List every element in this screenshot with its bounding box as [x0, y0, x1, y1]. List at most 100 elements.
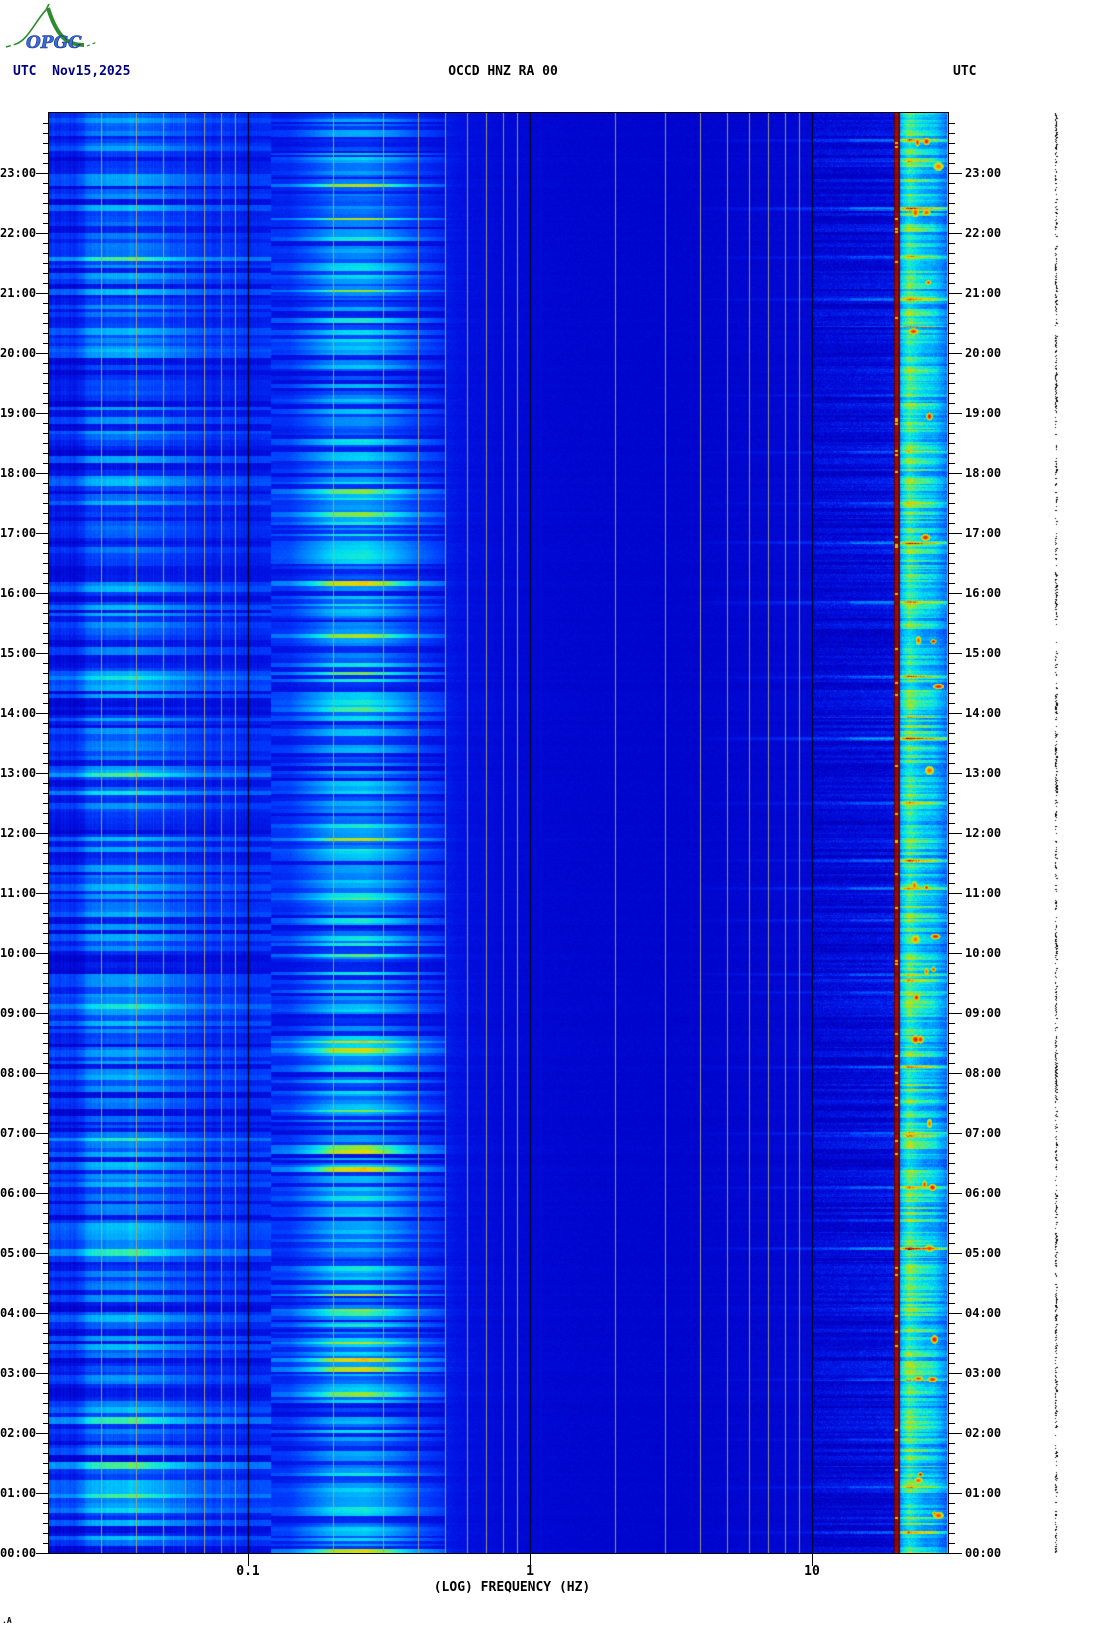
- minor-tick-left: [43, 963, 49, 964]
- minor-tick-right: [949, 1383, 955, 1384]
- minor-tick-right: [949, 1363, 955, 1364]
- time-label-left: 03:00: [0, 1366, 37, 1380]
- minor-tick-right: [949, 1263, 955, 1264]
- minor-tick-right: [949, 763, 955, 764]
- major-tick-left: [36, 1013, 49, 1014]
- minor-tick-left: [43, 1173, 49, 1174]
- major-tick-right: [949, 1553, 962, 1554]
- minor-tick-right: [949, 183, 955, 184]
- minor-tick-right: [949, 693, 955, 694]
- time-label-right: 01:00: [965, 1486, 1002, 1500]
- minor-tick-left: [43, 153, 49, 154]
- major-tick-left: [36, 773, 49, 774]
- time-label-right: 13:00: [965, 766, 1002, 780]
- minor-tick-right: [949, 1343, 955, 1344]
- major-tick-left: [36, 473, 49, 474]
- major-tick-right: [949, 293, 962, 294]
- x-tick-label: 10: [804, 1564, 820, 1579]
- minor-tick-left: [43, 1513, 49, 1514]
- minor-tick-left: [43, 403, 49, 404]
- minor-tick-right: [949, 683, 955, 684]
- minor-tick-right: [949, 443, 955, 444]
- minor-tick-right: [949, 1323, 955, 1324]
- minor-tick-left: [43, 1443, 49, 1444]
- minor-tick-left: [43, 1453, 49, 1454]
- time-label-left: 19:00: [0, 406, 37, 420]
- minor-tick-left: [43, 793, 49, 794]
- major-tick-right: [949, 713, 962, 714]
- minor-tick-left: [43, 1323, 49, 1324]
- minor-tick-left: [43, 1113, 49, 1114]
- minor-tick-left: [43, 753, 49, 754]
- x-axis-title: (LOG) FREQUENCY (HZ): [433, 1580, 591, 1595]
- minor-tick-left: [43, 573, 49, 574]
- minor-tick-left: [43, 1363, 49, 1364]
- minor-tick-left: [43, 463, 49, 464]
- minor-tick-left: [43, 393, 49, 394]
- time-label-left: 18:00: [0, 466, 37, 480]
- time-label-left: 09:00: [0, 1006, 37, 1020]
- time-label-left: 20:00: [0, 346, 37, 360]
- minor-tick-left: [43, 1383, 49, 1384]
- minor-tick-right: [949, 543, 955, 544]
- minor-tick-left: [43, 253, 49, 254]
- minor-tick-right: [949, 363, 955, 364]
- major-tick-right: [949, 173, 962, 174]
- minor-tick-left: [43, 423, 49, 424]
- minor-tick-right: [949, 503, 955, 504]
- minor-tick-left: [43, 1083, 49, 1084]
- major-tick-left: [36, 653, 49, 654]
- time-label-right: 07:00: [965, 1126, 1002, 1140]
- major-tick-left: [36, 293, 49, 294]
- minor-tick-right: [949, 743, 955, 744]
- minor-tick-left: [43, 323, 49, 324]
- minor-tick-left: [43, 923, 49, 924]
- minor-tick-right: [949, 573, 955, 574]
- minor-tick-left: [43, 1333, 49, 1334]
- minor-tick-left: [43, 133, 49, 134]
- time-label-left: 14:00: [0, 706, 37, 720]
- minor-tick-left: [43, 613, 49, 614]
- time-label-left: 08:00: [0, 1066, 37, 1080]
- minor-tick-left: [43, 513, 49, 514]
- minor-tick-left: [43, 543, 49, 544]
- minor-tick-left: [43, 453, 49, 454]
- minor-tick-right: [949, 1303, 955, 1304]
- minor-tick-right: [949, 913, 955, 914]
- minor-tick-right: [949, 1513, 955, 1514]
- header-gap: [36, 64, 52, 79]
- minor-tick-left: [43, 973, 49, 974]
- page-title: OCCD HNZ RA 00: [448, 64, 558, 79]
- header-left: UTC Nov15,2025: [13, 64, 130, 79]
- minor-tick-right: [949, 853, 955, 854]
- minor-tick-right: [949, 1173, 955, 1174]
- minor-tick-right: [949, 1053, 955, 1054]
- minor-tick-right: [949, 1483, 955, 1484]
- logo-mountain-left-dash: [5, 43, 17, 48]
- minor-tick-left: [43, 863, 49, 864]
- minor-tick-left: [43, 1203, 49, 1204]
- minor-tick-right: [949, 243, 955, 244]
- minor-tick-left: [43, 283, 49, 284]
- major-tick-right: [949, 473, 962, 474]
- minor-tick-right: [949, 673, 955, 674]
- minor-tick-right: [949, 433, 955, 434]
- minor-tick-left: [43, 1393, 49, 1394]
- time-label-left: 23:00: [0, 166, 37, 180]
- minor-tick-right: [949, 813, 955, 814]
- minor-tick-left: [43, 1003, 49, 1004]
- time-label-right: 20:00: [965, 346, 1002, 360]
- minor-tick-right: [949, 703, 955, 704]
- minor-tick-left: [43, 633, 49, 634]
- minor-tick-left: [43, 1053, 49, 1054]
- minor-tick-left: [43, 303, 49, 304]
- minor-tick-left: [43, 1343, 49, 1344]
- minor-tick-right: [949, 263, 955, 264]
- minor-tick-left: [43, 683, 49, 684]
- minor-tick-left: [43, 1043, 49, 1044]
- minor-tick-right: [949, 1043, 955, 1044]
- minor-tick-right: [949, 923, 955, 924]
- minor-tick-left: [43, 163, 49, 164]
- minor-tick-left: [43, 943, 49, 944]
- minor-tick-left: [43, 1283, 49, 1284]
